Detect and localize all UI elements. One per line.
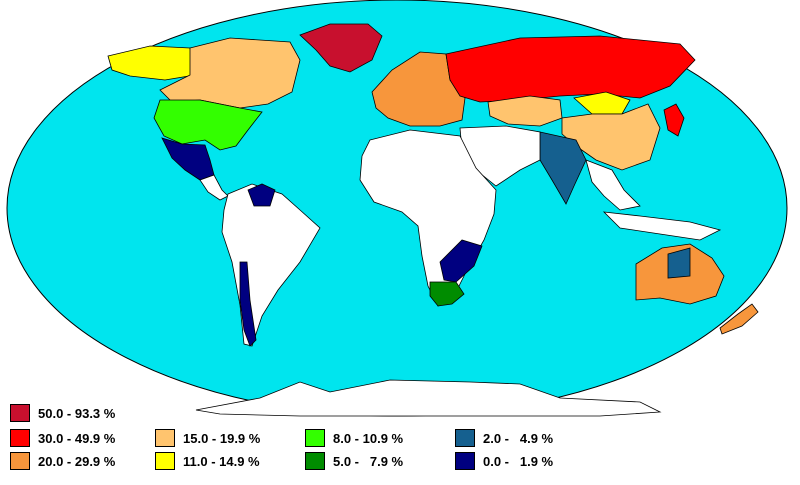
legend-swatch (455, 452, 475, 470)
region-greenland (299, 23, 383, 73)
region-europe (371, 51, 466, 127)
legend-swatch (10, 404, 30, 422)
legend-item: 11.0 - 14.9 % (155, 451, 260, 471)
legend-item: 30.0 - 49.9 % (10, 428, 115, 448)
legend-swatch (455, 429, 475, 447)
region-usa (153, 99, 263, 151)
legend-item: 20.0 - 29.9 % (10, 451, 115, 471)
legend-swatch (305, 452, 325, 470)
legend-label: 8.0 - 10.9 % (333, 430, 404, 446)
legend-label: 15.0 - 19.9 % (183, 430, 261, 446)
region-chile (239, 261, 257, 347)
region-se-asia (585, 159, 641, 211)
legend-item: 5.0 - 7.9 % (305, 451, 403, 471)
legend-label: 5.0 - 7.9 % (333, 453, 404, 469)
legend-item: 0.0 - 1.9 % (455, 451, 553, 471)
region-mongolia (573, 91, 631, 115)
legend-label: 2.0 - 4.9 % (483, 430, 554, 446)
legend-swatch (155, 429, 175, 447)
region-kazakhstan (487, 95, 563, 127)
legend-swatch (305, 429, 325, 447)
region-russia (445, 35, 696, 103)
legend-item: 15.0 - 19.9 % (155, 428, 260, 448)
legend-swatch (10, 429, 30, 447)
legend-label: 30.0 - 49.9 % (38, 430, 116, 446)
region-antarctica (195, 379, 662, 417)
legend-label: 0.0 - 1.9 % (483, 453, 554, 469)
legend-label: 50.0 - 93.3 % (38, 405, 116, 421)
region-venezuela (247, 183, 276, 207)
region-indonesia (602, 211, 722, 241)
region-south-africa (429, 281, 465, 307)
legend-label: 11.0 - 14.9 % (183, 453, 260, 469)
region-alaska (107, 45, 196, 81)
region-new-zealand (719, 303, 759, 335)
legend-label: 20.0 - 29.9 % (38, 453, 116, 469)
legend-item: 2.0 - 4.9 % (455, 428, 553, 448)
legend-item: 8.0 - 10.9 % (305, 428, 403, 448)
legend-swatch (10, 452, 30, 470)
region-australia-interior (667, 247, 691, 279)
region-japan (663, 103, 685, 137)
legend-swatch (155, 452, 175, 470)
region-india (539, 131, 587, 205)
region-canada (159, 37, 301, 109)
legend-item: 50.0 - 93.3 % (10, 403, 115, 423)
region-mozambique (439, 239, 483, 283)
